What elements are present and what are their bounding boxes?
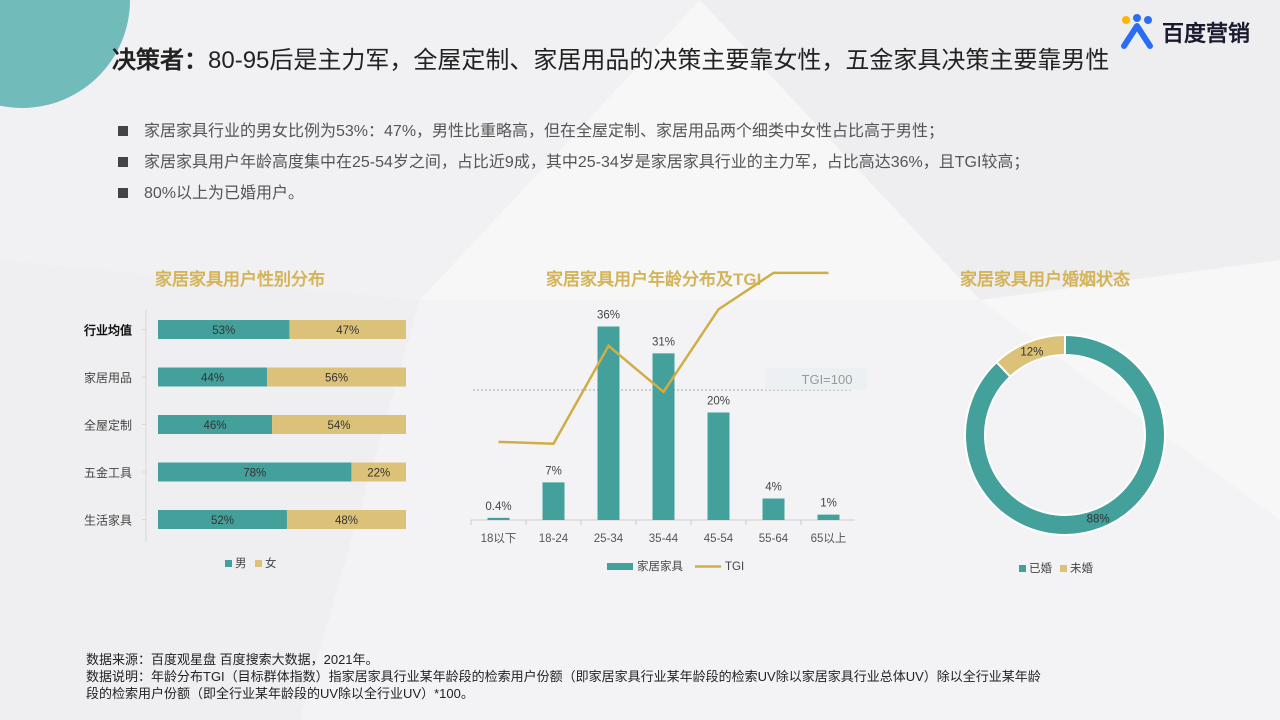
legend-label-tgi: TGI xyxy=(725,561,744,573)
page-title-rest: 80-95后是主力军，全屋定制、家居用品的决策主要靠女性，五金家具决策主要靠男性 xyxy=(208,47,1110,74)
gender-bar-segment xyxy=(351,462,406,482)
age-distribution-chart: TGI=100 0.4% 18以下 7% 18-24 36% 25-34 31% 35-44 20… xyxy=(470,271,867,573)
gender-chart-title: 家居家具用户性别分布 xyxy=(155,270,325,289)
gender-bar-segment xyxy=(158,510,287,529)
logo-text: 百度营销 xyxy=(1162,21,1251,46)
gender-data-label: 78% xyxy=(243,468,266,480)
gender-bar-segment xyxy=(158,415,273,434)
age-data-label: 20% xyxy=(707,396,730,408)
age-bar xyxy=(707,412,730,520)
legend-label-female: 女 xyxy=(265,556,277,570)
gender-bar-segment xyxy=(158,462,352,482)
marriage-chart-title: 家居家具用户婚姻状态 xyxy=(960,270,1130,289)
gender-data-label: 52% xyxy=(211,515,234,527)
age-category-label: 65以上 xyxy=(811,532,847,545)
data-source: 数据来源：百度观星盘 百度搜索大数据，2021年。 xyxy=(86,652,379,667)
gender-data-label: 53% xyxy=(212,325,235,337)
age-data-label: 31% xyxy=(652,336,675,348)
gender-category-label: 家居用品 xyxy=(84,370,132,385)
age-data-label: 1% xyxy=(820,498,837,510)
legend-label-age-bars: 家居家具 xyxy=(637,559,683,573)
age-category-label: 18-24 xyxy=(539,533,569,545)
age-data-label: 0.4% xyxy=(485,501,511,513)
gender-category-label: 五金工具 xyxy=(84,465,132,480)
tgi-line xyxy=(498,271,829,446)
gender-bar-segment xyxy=(158,320,290,339)
gender-data-label: 48% xyxy=(335,515,358,527)
footer-notes: 数据来源：百度观星盘 百度搜索大数据，2021年。 数据说明：年龄分布TGI（目… xyxy=(86,651,1176,702)
bullet-item: 家居家具行业的男女比例为53%：47%，男性比重略高，但在全屋定制、家居用品两个… xyxy=(118,118,1029,149)
age-data-label: 4% xyxy=(765,482,782,494)
bullet-item: 家居家具用户年龄高度集中在25-54岁之间，占比近9成，其中25-34岁是家居家… xyxy=(118,149,1029,180)
bullet-item: 80%以上为已婚用户。 xyxy=(118,180,1029,211)
age-category-label: 55-64 xyxy=(759,533,789,545)
donut-slice xyxy=(964,333,1166,536)
gender-category-label: 行业均值 xyxy=(83,323,132,338)
donut-slice xyxy=(995,333,1066,379)
corner-circle-decoration xyxy=(0,0,130,108)
age-category-label: 35-44 xyxy=(649,533,679,545)
legend-swatch-married xyxy=(1019,565,1026,572)
gender-category-label: 全屋定制 xyxy=(84,418,132,433)
gender-distribution-chart: 行业均值 53% 47% 家居用品 44% 56% 全屋定制 46% 54% 五金工具 78% 22%… xyxy=(83,310,406,570)
gender-bar-segment xyxy=(286,510,406,529)
legend-swatch-male xyxy=(225,560,232,567)
age-bar xyxy=(817,514,840,520)
donut-data-label: 12% xyxy=(1020,346,1043,358)
gender-bar-segment xyxy=(267,367,406,387)
age-category-label: 25-34 xyxy=(594,533,624,545)
gender-data-label: 44% xyxy=(201,373,224,385)
baidu-marketing-logo-icon xyxy=(1121,14,1153,49)
logo: 百度营销 xyxy=(1118,14,1250,50)
gender-data-label: 47% xyxy=(336,325,359,337)
age-data-label: 7% xyxy=(545,465,562,477)
page-title: 决策者：80-95后是主力军，全屋定制、家居用品的决策主要靠女性，五金家具决策主… xyxy=(112,40,1109,75)
age-bar xyxy=(542,482,565,520)
tgi-reference-bg xyxy=(765,368,867,390)
gender-data-label: 46% xyxy=(204,420,227,432)
gender-data-label: 56% xyxy=(325,373,348,385)
legend-label-unmarried: 未婚 xyxy=(1070,561,1093,575)
gender-bar-segment xyxy=(289,320,406,339)
data-note: 数据说明：年龄分布TGI（目标群体指数）指家居家具行业某年龄段的检索用户份额（即… xyxy=(86,669,1041,684)
gender-data-label: 54% xyxy=(328,420,351,432)
legend-swatch-age-bars xyxy=(607,563,633,570)
tgi-reference-label: TGI=100 xyxy=(802,372,853,387)
age-bar xyxy=(597,326,620,520)
gender-category-label: 生活家具 xyxy=(84,513,132,528)
age-category-label: 45-54 xyxy=(704,533,734,545)
legend-label-married: 已婚 xyxy=(1029,561,1052,575)
data-note-continued: 段的检索用户份额（即全行业某年龄段的UV除以全行业UV）*100。 xyxy=(86,686,474,701)
legend-swatch-unmarried xyxy=(1060,565,1067,572)
bullet-list: 家居家具行业的男女比例为53%：47%，男性比重略高，但在全屋定制、家居用品两个… xyxy=(118,118,1029,211)
gender-bar-segment xyxy=(158,367,268,387)
age-bar xyxy=(762,498,785,520)
age-category-label: 18以下 xyxy=(481,532,517,545)
marriage-status-chart: 88% 12% 已婚 未婚 xyxy=(964,333,1166,575)
page-title-bold: 决策者： xyxy=(112,47,208,74)
age-chart-title: 家居家具用户年龄分布及TGI xyxy=(546,270,762,289)
legend-swatch-female xyxy=(255,560,262,567)
gender-bar-segment xyxy=(272,415,406,434)
age-bar xyxy=(652,353,675,520)
gender-data-label: 22% xyxy=(367,468,390,480)
age-data-label: 36% xyxy=(597,310,620,322)
age-bar xyxy=(487,517,510,520)
legend-label-male: 男 xyxy=(235,558,247,570)
donut-data-label: 88% xyxy=(1087,514,1110,526)
